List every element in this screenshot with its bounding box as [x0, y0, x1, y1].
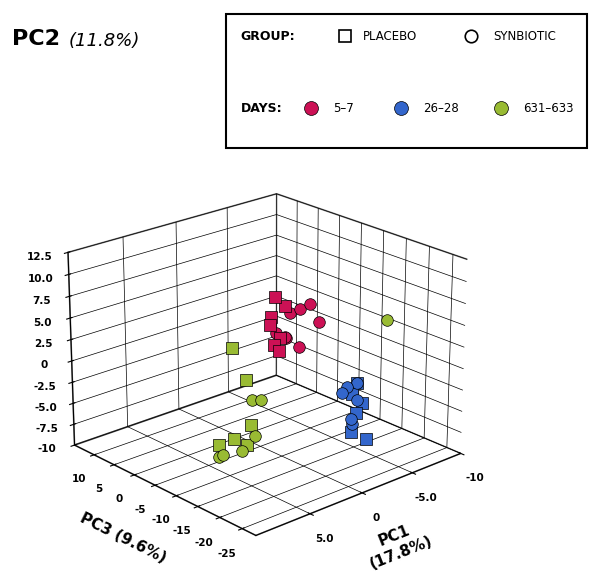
Text: DAYS:: DAYS: — [241, 102, 282, 115]
X-axis label: PC1
(17.8%): PC1 (17.8%) — [361, 517, 434, 571]
Text: 26–28: 26–28 — [423, 102, 458, 115]
Text: 631–633: 631–633 — [523, 102, 574, 115]
FancyBboxPatch shape — [226, 14, 587, 149]
Text: PLACEBO: PLACEBO — [364, 30, 418, 43]
Text: PC2: PC2 — [12, 29, 60, 49]
Text: (11.8%): (11.8%) — [69, 32, 140, 50]
Text: 5–7: 5–7 — [334, 102, 355, 115]
Text: GROUP:: GROUP: — [241, 30, 295, 43]
Y-axis label: PC3 (9.6%): PC3 (9.6%) — [77, 510, 168, 566]
Text: SYNBIOTIC: SYNBIOTIC — [494, 30, 556, 43]
